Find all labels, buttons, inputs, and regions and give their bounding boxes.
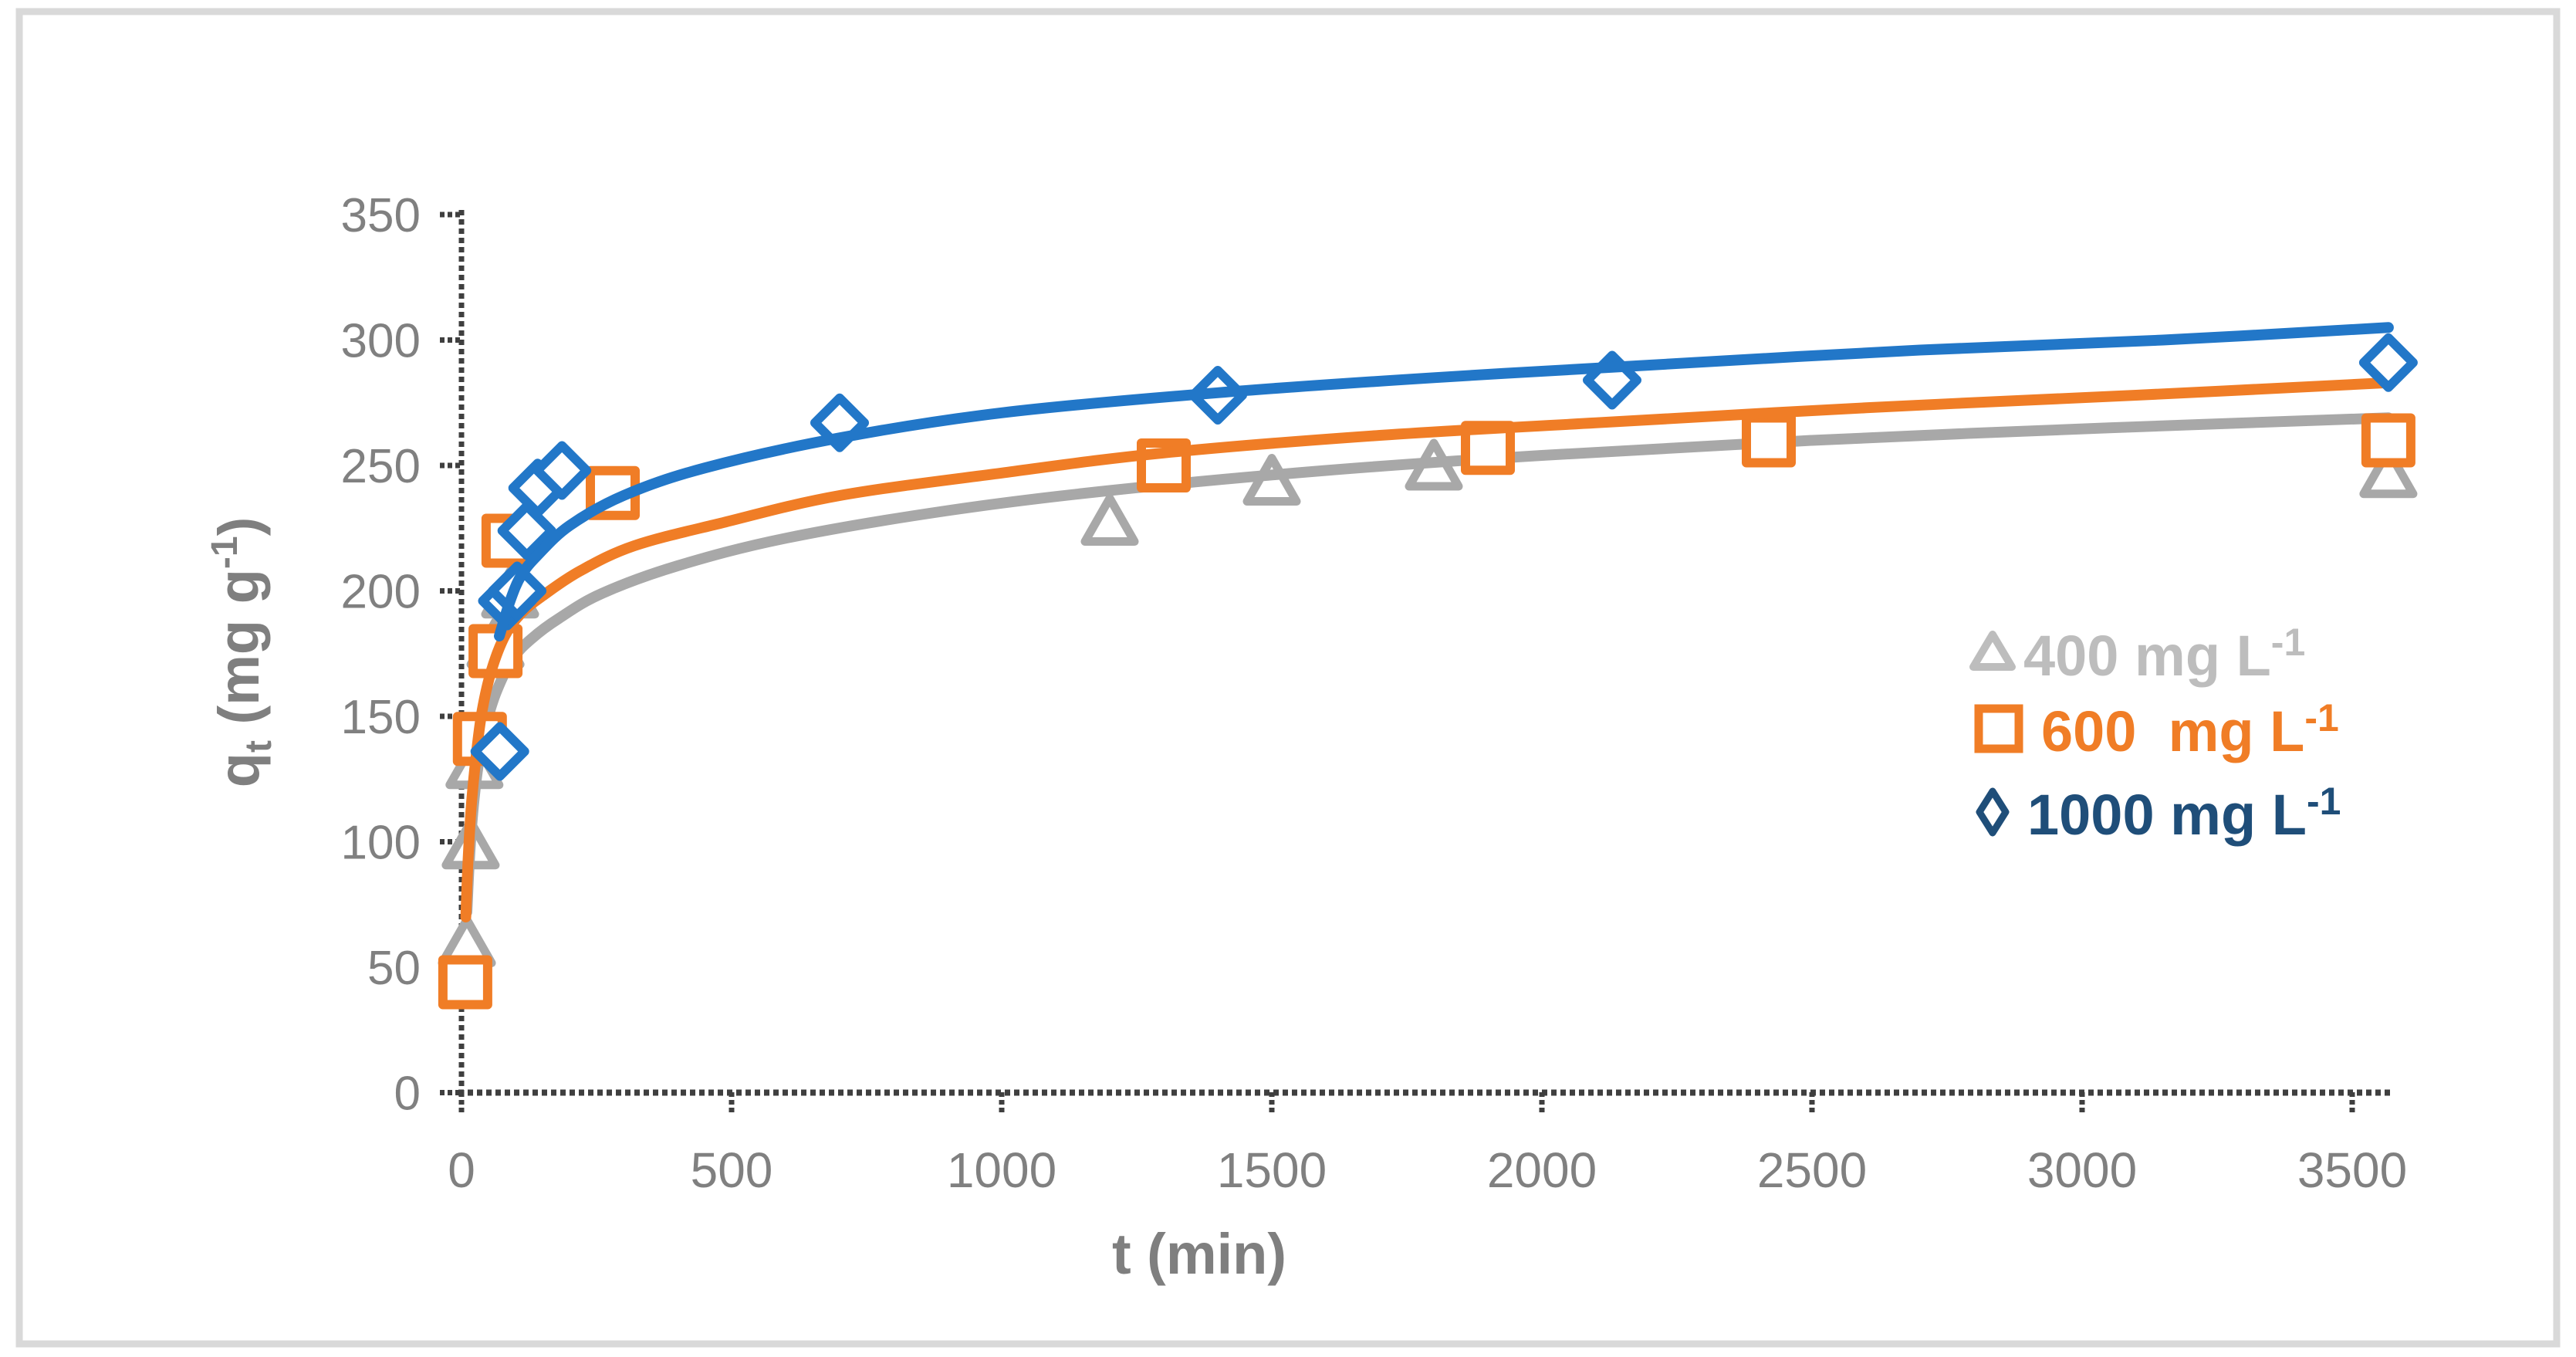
point-400-t3567 (2359, 446, 2418, 499)
x-axis-tick-label-3000: 3000 (2027, 1142, 2137, 1198)
x-axis-tick-label-1000: 1000 (947, 1142, 1056, 1198)
y-axis-tick-label-250: 250 (341, 440, 421, 493)
point-1000-t121 (497, 501, 556, 560)
y-axis-tick-label-200: 200 (341, 566, 421, 619)
point-600-t7 (438, 955, 492, 1010)
point-600-t2420 (1742, 413, 1796, 468)
trendline-1000 (494, 322, 2394, 641)
y-axis-title: qt (mg g-1) (205, 517, 279, 788)
legend-label-1000: 1000 mg L-1 (2027, 780, 2341, 847)
figure-border (15, 8, 2561, 1348)
point-400-t1200 (1080, 494, 1139, 546)
point-1000-t186 (532, 441, 592, 500)
x-axis-tick-label-1500: 1500 (1217, 1142, 1327, 1198)
point-600-t3567 (2361, 413, 2415, 468)
x-axis-tick-label-0: 0 (448, 1142, 475, 1198)
x-axis-tick-label-2500: 2500 (1757, 1142, 1867, 1198)
y-axis-tick-label-150: 150 (341, 691, 421, 744)
y-axis-tick-label-100: 100 (341, 817, 421, 870)
y-axis-tick-label-350: 350 (341, 189, 421, 242)
point-1000-t3567 (2358, 333, 2418, 392)
legend-triangle-icon (1969, 631, 2016, 671)
legend-square-icon (1974, 704, 2023, 753)
y-axis-tick-label-300: 300 (341, 315, 421, 368)
x-axis-tick-label-3500: 3500 (2297, 1142, 2407, 1198)
x-axis-tick-label-2000: 2000 (1487, 1142, 1597, 1198)
legend-label-400: 400 mg L-1 (2023, 621, 2305, 688)
trendline-600 (460, 377, 2394, 922)
x-axis-title: t (min) (1112, 1222, 1286, 1286)
y-axis-tick-label-0: 0 (394, 1068, 421, 1121)
x-axis-tick-label-500: 500 (691, 1142, 773, 1198)
y-axis-tick-label-50: 50 (367, 942, 421, 995)
point-1000-t71 (470, 722, 529, 781)
legend-label-600: 600 mg L-1 (2041, 696, 2339, 763)
legend-diamond-icon (1976, 787, 2010, 837)
